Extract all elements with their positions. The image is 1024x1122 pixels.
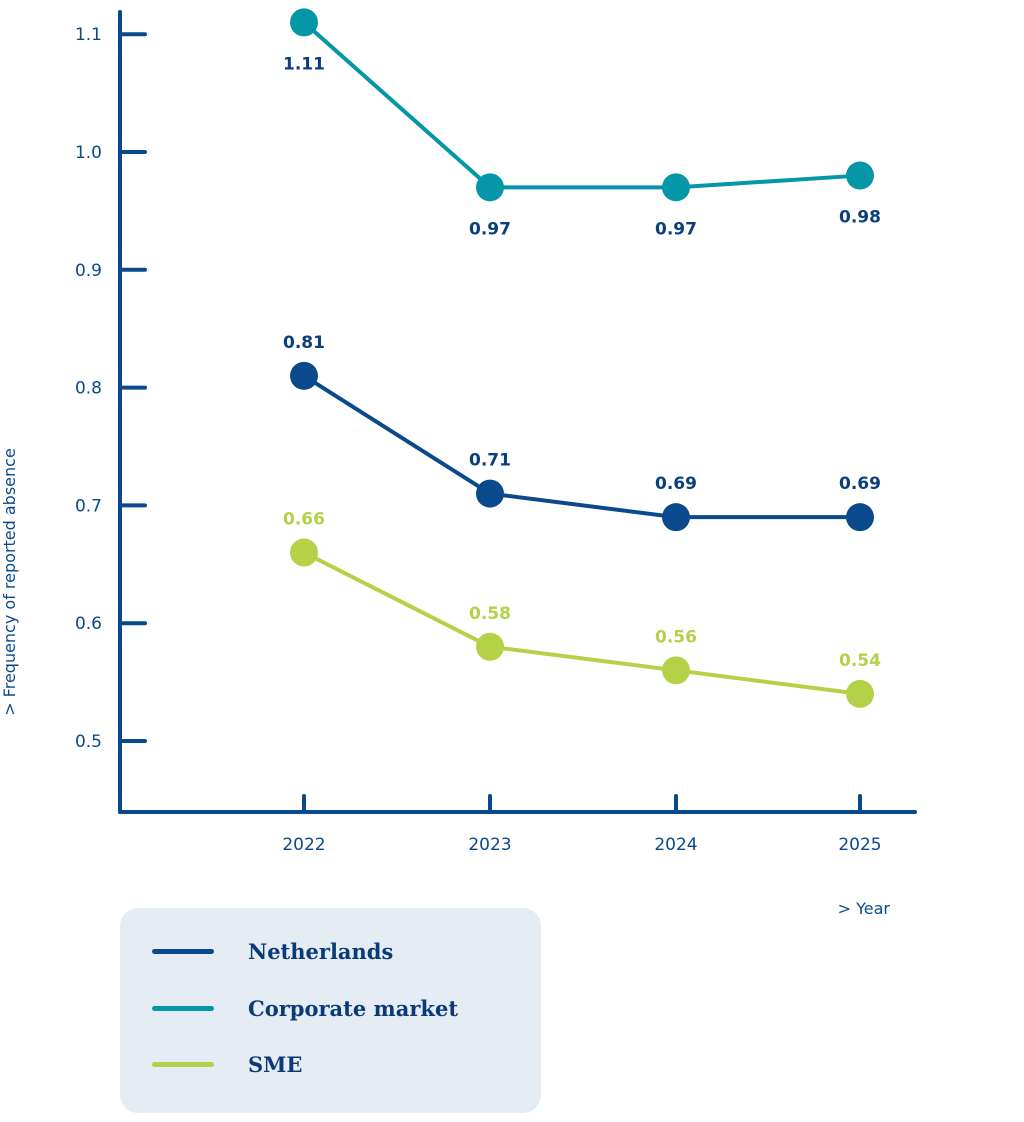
data-label: 0.69 bbox=[839, 474, 881, 494]
legend-label: SME bbox=[248, 1051, 303, 1077]
data-point bbox=[846, 503, 874, 532]
data-label: 0.56 bbox=[655, 627, 697, 647]
data-label: 1.11 bbox=[283, 54, 325, 74]
data-point bbox=[662, 656, 690, 685]
data-label: 0.54 bbox=[839, 651, 881, 671]
data-point bbox=[290, 538, 318, 567]
y-tick-label: 0.9 bbox=[75, 261, 102, 281]
legend-swatch bbox=[152, 1005, 214, 1011]
data-label: 0.58 bbox=[469, 604, 511, 624]
x-tick-label: 2023 bbox=[468, 835, 511, 855]
legend-item-netherlands: Netherlands bbox=[152, 936, 393, 966]
y-tick-label: 0.8 bbox=[75, 379, 102, 399]
legend-swatch bbox=[152, 948, 214, 954]
series-line-2 bbox=[303, 550, 861, 696]
data-label: 0.69 bbox=[655, 474, 697, 494]
y-tick-label: 0.7 bbox=[75, 496, 102, 516]
data-point bbox=[290, 361, 318, 390]
data-point bbox=[846, 679, 874, 708]
y-tick-label: 1.0 bbox=[75, 143, 102, 163]
data-point bbox=[846, 161, 874, 190]
y-tick-label: 0.5 bbox=[75, 732, 102, 752]
legend: Netherlands Corporate market SME bbox=[120, 908, 541, 1113]
x-axis-title: > Year bbox=[838, 899, 891, 918]
data-label: 0.66 bbox=[283, 510, 325, 530]
y-axis-title: > Frequency of reported absence bbox=[0, 448, 19, 716]
data-point bbox=[662, 503, 690, 532]
data-point bbox=[476, 173, 504, 202]
x-tick-label: 2024 bbox=[654, 835, 697, 855]
x-tick-label: 2025 bbox=[838, 835, 881, 855]
data-label: 0.97 bbox=[469, 219, 511, 239]
y-tick-label: 1.1 bbox=[75, 25, 102, 45]
data-label: 0.71 bbox=[469, 451, 511, 471]
legend-label: Corporate market bbox=[248, 995, 459, 1021]
data-point bbox=[290, 8, 318, 37]
series-line-1 bbox=[302, 20, 861, 190]
data-label: 0.81 bbox=[283, 333, 325, 353]
data-label: 0.98 bbox=[839, 208, 881, 228]
series-line-0 bbox=[302, 374, 860, 520]
x-tick-label: 2022 bbox=[282, 835, 325, 855]
data-label: 0.97 bbox=[655, 219, 697, 239]
y-tick-label: 0.6 bbox=[75, 614, 102, 634]
legend-label: Netherlands bbox=[248, 938, 394, 964]
legend-item-sme: SME bbox=[152, 1049, 302, 1079]
data-point bbox=[476, 479, 504, 508]
data-point bbox=[476, 632, 504, 661]
legend-item-corporate-market: Corporate market bbox=[152, 993, 458, 1023]
legend-swatch bbox=[152, 1061, 214, 1067]
data-point bbox=[662, 173, 690, 202]
